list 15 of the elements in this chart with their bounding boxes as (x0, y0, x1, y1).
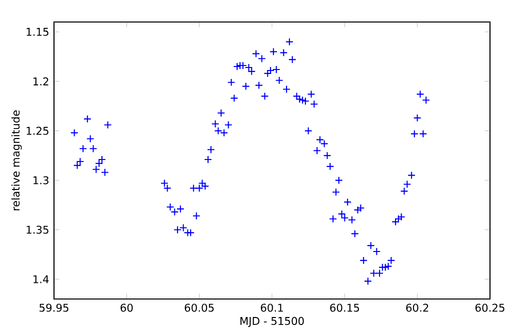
x-tick-label: 60.05 (184, 304, 214, 312)
x-axis-title: MJD - 51500 (240, 316, 304, 327)
y-tick-label: 1.4 (34, 275, 49, 284)
y-tick-label: 1.2 (34, 77, 48, 86)
y-tick-label: 1.15 (26, 28, 48, 36)
x-tick-label: 60 (120, 304, 133, 312)
x-tick-label: 60.2 (406, 304, 428, 312)
y-tick-label: 1.25 (26, 126, 48, 135)
x-tick-label: 59.95 (40, 304, 68, 312)
y-axis-title: relative magnitude (11, 110, 22, 210)
x-tick-label: 60.15 (330, 304, 359, 312)
y-tick-label: 1.3 (34, 176, 48, 184)
x-tick-label: 60.25 (475, 304, 504, 312)
y-tick-label: 1.35 (26, 226, 48, 234)
x-tick-label: 60.1 (260, 304, 283, 312)
